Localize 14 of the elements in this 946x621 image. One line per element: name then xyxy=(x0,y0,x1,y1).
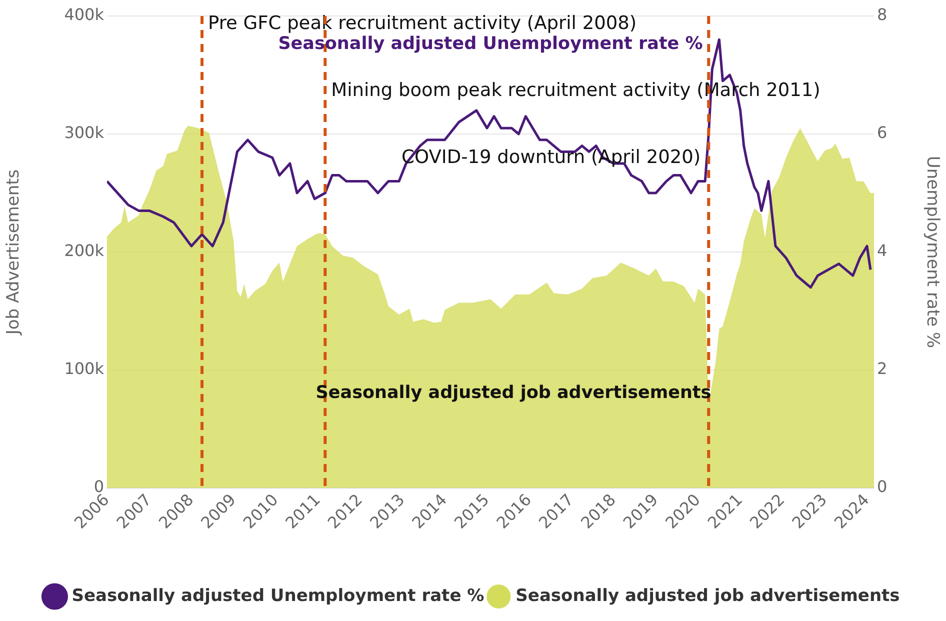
y-tick-label: 300k xyxy=(64,123,105,142)
annotation: Seasonally adjusted Unemployment rate % xyxy=(278,34,703,54)
y-axis-title: Job Advertisements xyxy=(4,169,24,336)
legend-label: Seasonally adjusted Unemployment rate % xyxy=(72,586,484,606)
y2-tick-label: 4 xyxy=(877,241,888,260)
y2-tick-label: 8 xyxy=(877,5,888,24)
y2-tick-label: 0 xyxy=(877,477,888,496)
y-tick-label: 100k xyxy=(64,359,105,378)
y-tick-label: 200k xyxy=(64,241,105,260)
y2-tick-label: 6 xyxy=(877,123,888,142)
legend-label: Seasonally adjusted job advertisements xyxy=(516,586,900,606)
y2-axis-title: Unemployment rate % xyxy=(922,156,942,348)
y2-tick-label: 2 xyxy=(877,359,888,378)
y-tick-label: 400k xyxy=(64,5,105,24)
